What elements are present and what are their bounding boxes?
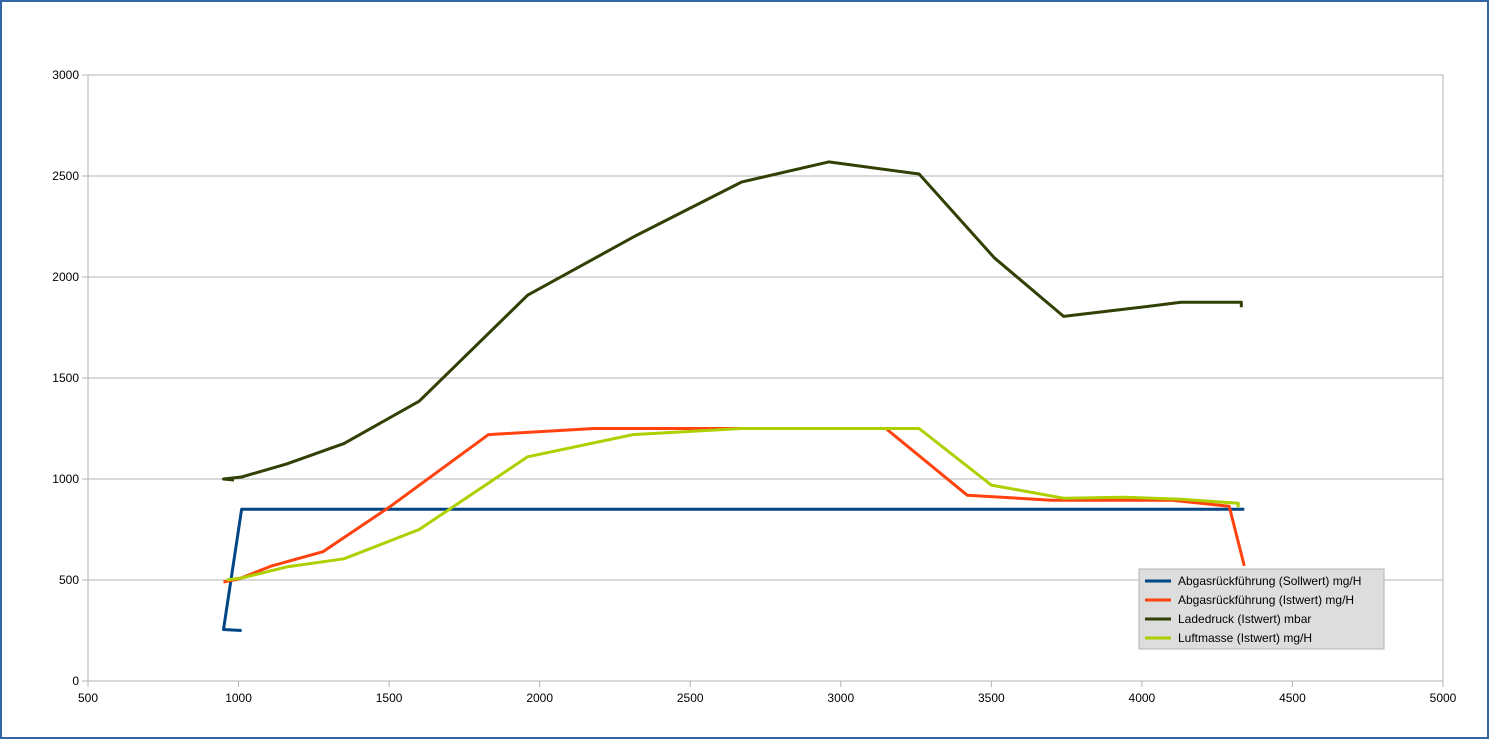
series-lines [222, 160, 1246, 632]
x-tick-label: 1000 [225, 691, 252, 705]
y-tick-label: 2000 [52, 270, 79, 284]
x-tick-label: 4500 [1279, 691, 1306, 705]
legend-entry-label: Abgasrückführung (Istwert) mg/H [1178, 593, 1354, 607]
y-axis-ticks: 0 500 1000 1500 2000 2500 3000 [52, 68, 88, 688]
legend-entry-label: Abgasrückführung (Sollwert) mg/H [1178, 574, 1361, 588]
series-line-1 [222, 507, 1245, 632]
x-tick-label: 4000 [1129, 691, 1156, 705]
series-line-2 [223, 427, 1246, 584]
y-tick-label: 1000 [52, 472, 79, 486]
legend: Abgasrückführung (Sollwert) mg/H Abgasrüc… [1138, 568, 1385, 650]
x-tick-label: 2500 [677, 691, 704, 705]
x-axis-ticks: 500 1000 1500 2000 2500 3000 3500 4000 4500 5000 [78, 681, 1457, 705]
y-tick-label: 3000 [52, 68, 79, 82]
x-tick-label: 500 [78, 691, 98, 705]
series-line-3 [222, 160, 1243, 482]
x-tick-label: 3500 [978, 691, 1005, 705]
legend-entry-label: Luftmasse (Istwert) mg/H [1178, 631, 1312, 645]
legend-box [1138, 568, 1385, 650]
x-tick-label: 2000 [526, 691, 553, 705]
legend-entry-label: Ladedruck (Istwert) mbar [1178, 612, 1311, 626]
y-tick-label: 0 [72, 674, 79, 688]
x-tick-label: 1500 [376, 691, 403, 705]
x-tick-label: 3000 [827, 691, 854, 705]
x-tick-label: 5000 [1430, 691, 1457, 705]
series-line-4 [226, 427, 1240, 582]
y-tick-label: 2500 [52, 169, 79, 183]
y-tick-label: 1500 [52, 371, 79, 385]
y-tick-label: 500 [59, 573, 79, 587]
